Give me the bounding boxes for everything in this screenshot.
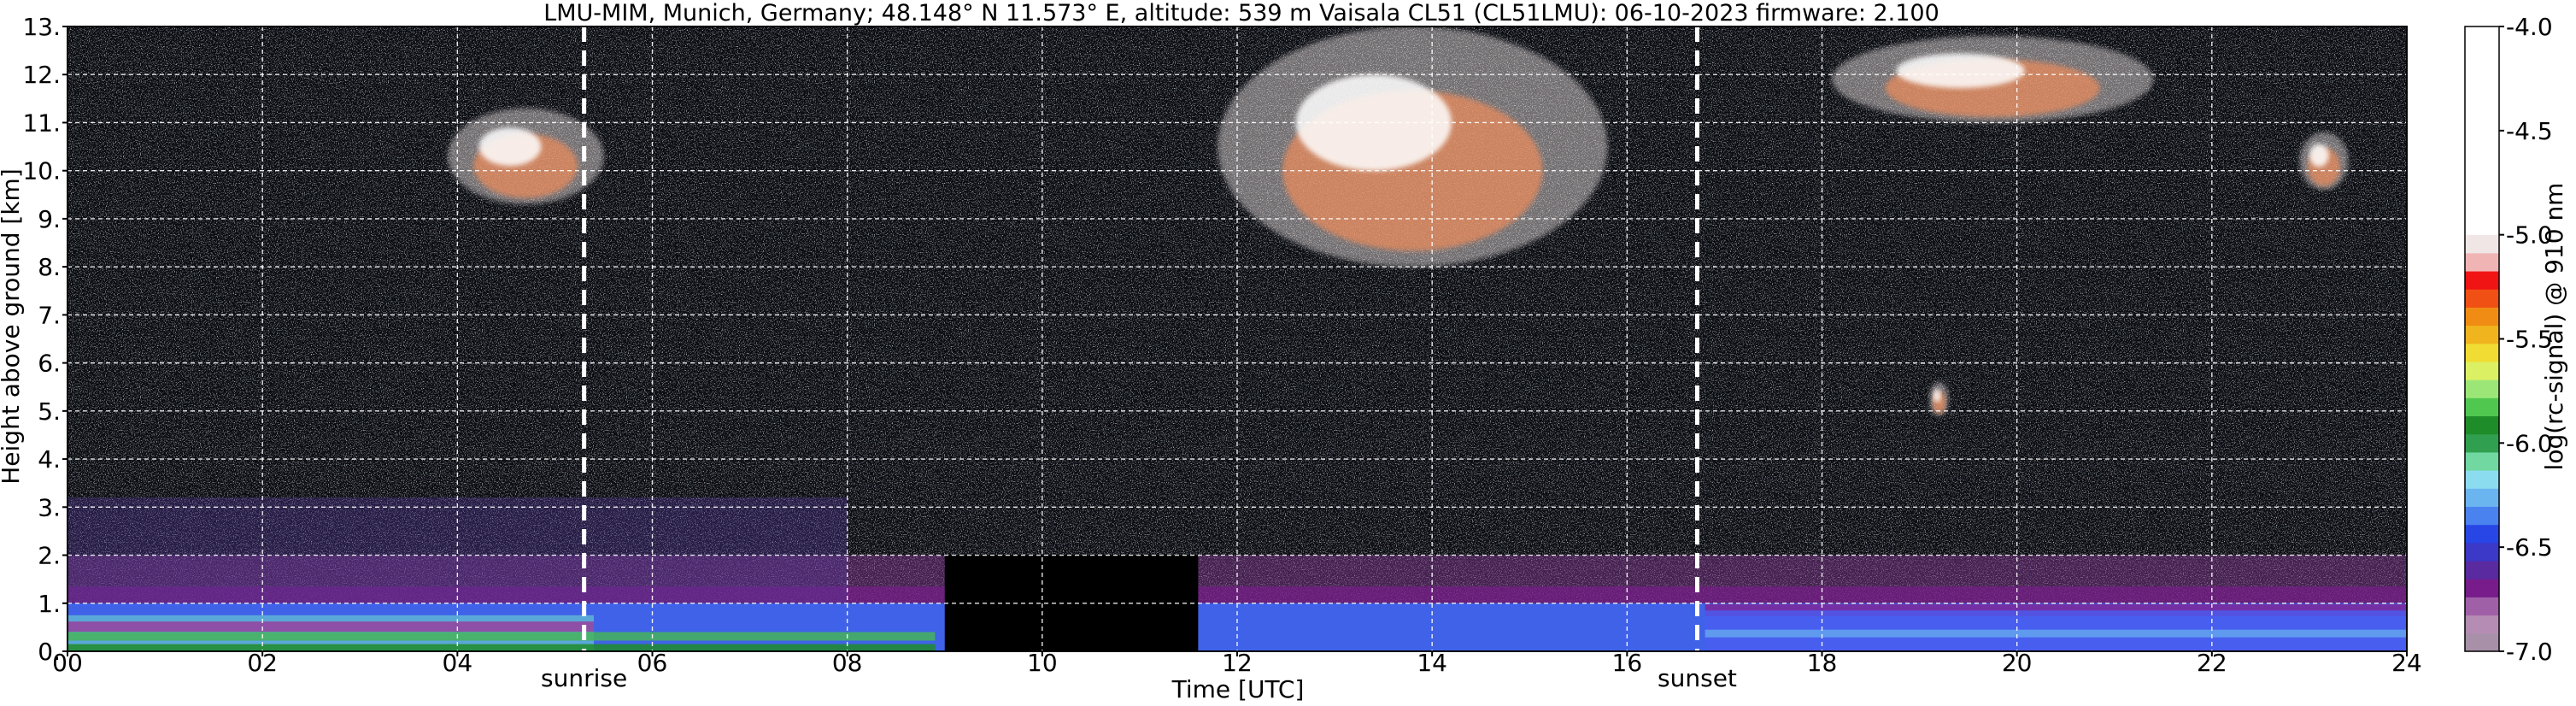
x-tick-label: 06 bbox=[637, 649, 668, 677]
y-tick-label: 6. bbox=[38, 350, 61, 378]
plot-area bbox=[67, 26, 2407, 652]
colorbar-swatch bbox=[2465, 451, 2499, 471]
colorbar-swatch bbox=[2465, 470, 2499, 489]
cirrus-peak bbox=[478, 127, 542, 167]
colorbar-swatch bbox=[2465, 524, 2499, 544]
x-tick-label: 04 bbox=[443, 649, 473, 677]
x-tick-label: 02 bbox=[247, 649, 278, 677]
x-tick-label: 14 bbox=[1417, 649, 1447, 677]
x-tick-label: 12 bbox=[1222, 649, 1253, 677]
y-tick-label: 12. bbox=[22, 61, 61, 89]
colorbar-swatch bbox=[2465, 615, 2499, 634]
cirrus-peak bbox=[1896, 53, 2025, 88]
x-axis-label: Time [UTC] bbox=[1171, 675, 1305, 703]
colorbar-tick-label: -6.0 bbox=[2506, 429, 2553, 457]
x-tick-label: 18 bbox=[1807, 649, 1838, 677]
y-tick-label: 10. bbox=[22, 157, 61, 185]
annotations-layer: sunrise sunset 00 02 04 06 08 10 12 14 16 18 20 22 24 0… bbox=[22, 13, 2421, 692]
colorbar-swatch bbox=[2465, 597, 2499, 616]
colorbar-tick-label: -5.5 bbox=[2506, 326, 2553, 354]
colorbar-swatch bbox=[2465, 433, 2499, 453]
y-tick-label: 5. bbox=[38, 397, 61, 426]
colorbar-swatch bbox=[2465, 397, 2499, 417]
x-tick-label: 00 bbox=[52, 649, 83, 677]
sunset-label: sunset bbox=[1658, 664, 1737, 692]
cirrus-peak bbox=[1295, 74, 1452, 171]
morning-stripe-purple bbox=[67, 621, 595, 632]
colorbar: -4.0 -4.5 -5.0 -5.5 -6.0 -6.5 -7.0 bbox=[2464, 13, 2553, 666]
cirrus-patch bbox=[1831, 36, 2154, 123]
x-tick-label: 22 bbox=[2197, 649, 2227, 677]
colorbar-tick-label: -4.0 bbox=[2506, 13, 2553, 41]
y-tick-label: 2. bbox=[38, 542, 61, 570]
y-tick-label: 0. bbox=[38, 638, 61, 666]
colorbar-swatch bbox=[2465, 415, 2499, 435]
y-tick-label: 1. bbox=[38, 590, 61, 618]
cirrus-patch bbox=[1218, 26, 1608, 268]
colorbar-swatch bbox=[2465, 561, 2499, 580]
y-tick-label: 7. bbox=[38, 301, 61, 329]
x-tick-label: 24 bbox=[2391, 649, 2422, 677]
x-tick-label: 20 bbox=[2002, 649, 2033, 677]
cirrus-patch bbox=[447, 108, 604, 205]
colorbar-swatch bbox=[2465, 289, 2499, 308]
y-tick-label: 8. bbox=[38, 253, 61, 281]
colorbar-tick-label: -6.5 bbox=[2506, 533, 2553, 562]
colorbar-swatch bbox=[2465, 234, 2499, 254]
colorbar-tick-label: -5.0 bbox=[2506, 221, 2553, 250]
colorbar-swatch bbox=[2465, 542, 2499, 562]
cloud-peak bbox=[1933, 388, 1941, 403]
y-tick-label: 9. bbox=[38, 205, 61, 233]
colorbar-tick-label: -4.5 bbox=[2506, 117, 2553, 145]
colorbar-swatch bbox=[2465, 26, 2499, 235]
x-tick-label: 08 bbox=[832, 649, 863, 677]
cirrus-peak bbox=[2309, 144, 2329, 168]
evening-stripe-cyan bbox=[1705, 629, 2407, 638]
colorbar-tick-label: -7.0 bbox=[2506, 638, 2553, 666]
x-tick-label: 10 bbox=[1027, 649, 1058, 677]
colorbar-swatch bbox=[2465, 579, 2499, 597]
sunrise-label: sunrise bbox=[541, 664, 627, 692]
y-axis-label: Height above ground [km] bbox=[0, 168, 25, 485]
grid bbox=[67, 26, 2407, 651]
y-tick-label: 11. bbox=[22, 109, 61, 137]
colorbar-swatch bbox=[2465, 343, 2499, 362]
y-tick-label: 4. bbox=[38, 445, 61, 474]
colorbar-swatch bbox=[2465, 307, 2499, 327]
y-tick-label: 13. bbox=[22, 13, 61, 41]
cloud-patch bbox=[1928, 382, 1949, 416]
cirrus-patch bbox=[2299, 132, 2349, 191]
x-tick-label: 16 bbox=[1612, 649, 1643, 677]
colorbar-swatch bbox=[2465, 252, 2499, 272]
y-tick-label: 3. bbox=[38, 493, 61, 521]
colorbar-swatch bbox=[2465, 271, 2499, 290]
chart-title: LMU-MIM, Munich, Germany; 48.148° N 11.5… bbox=[543, 0, 1939, 26]
colorbar-swatch bbox=[2465, 506, 2499, 526]
colorbar-swatch bbox=[2465, 325, 2499, 344]
colorbar-swatch bbox=[2465, 632, 2499, 652]
colorbar-label: log(rc-signal) @ 910 nm bbox=[2540, 183, 2568, 471]
colorbar-swatch bbox=[2465, 379, 2499, 398]
colorbar-swatch bbox=[2465, 488, 2499, 507]
ground-stripe-green bbox=[67, 644, 936, 652]
morning-stripe-green bbox=[67, 632, 936, 641]
colorbar-swatch bbox=[2465, 361, 2499, 380]
